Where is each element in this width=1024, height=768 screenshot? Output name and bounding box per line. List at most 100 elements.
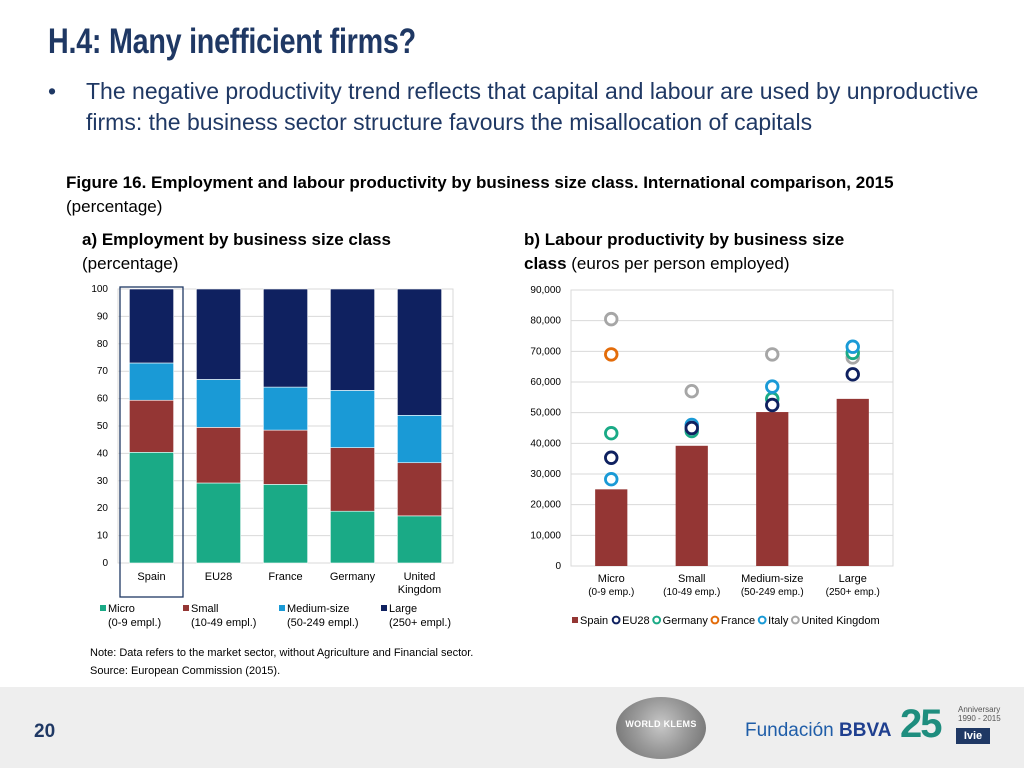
source-text: Source: European Commission (2015). [90, 665, 281, 677]
chart-b-legend-label: Italy [768, 615, 789, 627]
footer-bar [0, 687, 1024, 768]
chart-a-legend-sublabel: (50-249 empl.) [287, 617, 359, 629]
chart-a-bar-segment [263, 386, 308, 431]
chart-a-bar-segment [263, 288, 308, 388]
bullet-marker: • [48, 78, 57, 104]
chart-a-legend-label: Small [191, 603, 219, 615]
chart-a-category-label: France [268, 571, 302, 583]
chart-b-title-bold-2: class [524, 254, 567, 273]
chart-a-legend-swatch [279, 605, 285, 611]
chart-a-bar-segment [397, 288, 442, 416]
chart-a-bar-segment [129, 288, 174, 364]
figure-caption: Figure 16. Employment and labour product… [66, 171, 926, 219]
chart-b-category-label: Large [839, 573, 867, 585]
chart-b-category-label: Small [678, 573, 706, 585]
chart-b-legend-marker [757, 615, 767, 625]
chart-b-marker-italy [604, 472, 619, 487]
chart-a-bar-segment [330, 447, 375, 512]
chart-a-legend-label: Micro [108, 603, 135, 615]
chart-b-marker-france [604, 347, 619, 362]
chart-a-ytick-label: 90 [97, 311, 109, 322]
chart-b-ytick-label: 50,000 [530, 408, 561, 419]
chart-a-legend-swatch [183, 605, 189, 611]
chart-b-ytick-label: 40,000 [530, 438, 561, 449]
chart-a-ytick-label: 30 [97, 476, 109, 487]
chart-a-legend-sublabel: (10-49 empl.) [191, 617, 256, 629]
ivie-anniversary-text: Anniversary 1990 - 2015 [958, 705, 1001, 723]
chart-a-title-normal: (percentage) [82, 254, 179, 273]
chart-a-ytick-label: 60 [97, 394, 109, 405]
chart-a-bar-segment [330, 288, 375, 391]
chart-b-legend-label: Spain [580, 615, 608, 627]
chart-a-ytick-label: 70 [97, 366, 109, 377]
figure-caption-normal: (percentage) [66, 197, 163, 216]
chart-a-legend-sublabel: (250+ empl.) [389, 617, 451, 629]
chart-b-ytick-label: 90,000 [530, 285, 561, 296]
chart-a-bar-segment [397, 462, 442, 517]
chart-b-ytick-label: 0 [555, 561, 561, 572]
chart-a-ytick-label: 40 [97, 448, 109, 459]
chart-b-marker-germany [604, 426, 619, 441]
chart-a-ytick-label: 0 [102, 558, 108, 569]
chart-a-ytick-label: 10 [97, 531, 109, 542]
chart-a-legend-swatch [100, 605, 106, 611]
chart-b-bar-spain [836, 398, 869, 566]
chart-a-category-label: Spain [137, 571, 165, 583]
chart-a-bar-segment [196, 427, 241, 484]
chart-b-marker-eu28 [765, 397, 780, 413]
chart-b-title: b) Labour productivity by business size … [524, 228, 844, 276]
chart-b-legend-label: United Kingdom [801, 615, 879, 627]
chart-b-marker-italy [845, 339, 860, 354]
chart-a-category-label: EU28 [205, 571, 233, 583]
chart-b-marker-eu28 [604, 450, 619, 465]
chart-b-legend-label: Germany [663, 615, 709, 627]
chart-a-bar-segment [330, 390, 375, 448]
chart-a-ytick-label: 50 [97, 421, 109, 432]
chart-b-ytick-label: 70,000 [530, 346, 561, 357]
chart-b-category-sublabel: (50-249 emp.) [741, 587, 804, 598]
chart-a-highlight-box [119, 286, 184, 598]
chart-b-category-label: Micro [598, 573, 625, 585]
chart-a-legend-swatch [381, 605, 387, 611]
chart-b-legend-marker [652, 615, 662, 625]
chart-a-bar-segment [397, 515, 442, 564]
chart-b-category-sublabel: (250+ emp.) [826, 587, 880, 598]
chart-a-bar-segment [263, 484, 308, 564]
chart-a-title: a) Employment by business size class (pe… [82, 228, 391, 276]
chart-b-bar-spain [675, 445, 708, 566]
chart-a-bar-segment [196, 482, 241, 564]
chart-b-ytick-label: 20,000 [530, 500, 561, 511]
bbva-logo-prefix: Fundación [745, 720, 840, 741]
chart-a-bar-segment [129, 399, 174, 453]
chart-b-legend-marker [790, 615, 800, 625]
chart-b-marker-italy [765, 379, 780, 394]
chart-b-category-label: Medium-size [741, 573, 803, 585]
figure-caption-bold: Figure 16. Employment and labour product… [66, 173, 894, 192]
chart-b-marker-eu28 [684, 420, 699, 436]
chart-a-bar-segment [129, 452, 174, 564]
chart-a-bar-segment [397, 415, 442, 464]
chart-b-marker-united-kingdom [604, 311, 619, 327]
ivie-logo-name: Ivie [956, 728, 990, 744]
chart-b-bar-spain [595, 489, 628, 566]
fundacion-bbva-logo: Fundación BBVA [745, 720, 891, 742]
chart-b-legend-swatch-spain [572, 617, 578, 623]
chart-a-bar-segment [330, 510, 375, 564]
chart-a-category-label: United [404, 571, 436, 583]
chart-b-bar-spain [756, 412, 789, 566]
chart-a-ytick-label: 20 [97, 503, 109, 514]
chart-b-ytick-label: 60,000 [530, 377, 561, 388]
note-text: Note: Data refers to the market sector, … [90, 647, 474, 659]
chart-a-category-label: Germany [330, 571, 376, 583]
chart-b-category-sublabel: (10-49 emp.) [663, 587, 720, 598]
chart-b-category-sublabel: (0-9 emp.) [588, 587, 634, 598]
chart-a-legend-sublabel: (0-9 empl.) [108, 617, 161, 629]
chart-b-marker-united-kingdom [684, 384, 699, 399]
chart-a-bar-segment [129, 362, 174, 401]
chart-b-marker-united-kingdom [765, 347, 780, 362]
chart-b-ytick-label: 80,000 [530, 316, 561, 327]
chart-b-ytick-label: 10,000 [530, 530, 561, 541]
chart-b-ytick-label: 30,000 [530, 469, 561, 480]
chart-b-title-bold-1: b) Labour productivity by business size [524, 230, 845, 249]
ivie-25-logo: 25 [900, 702, 942, 746]
